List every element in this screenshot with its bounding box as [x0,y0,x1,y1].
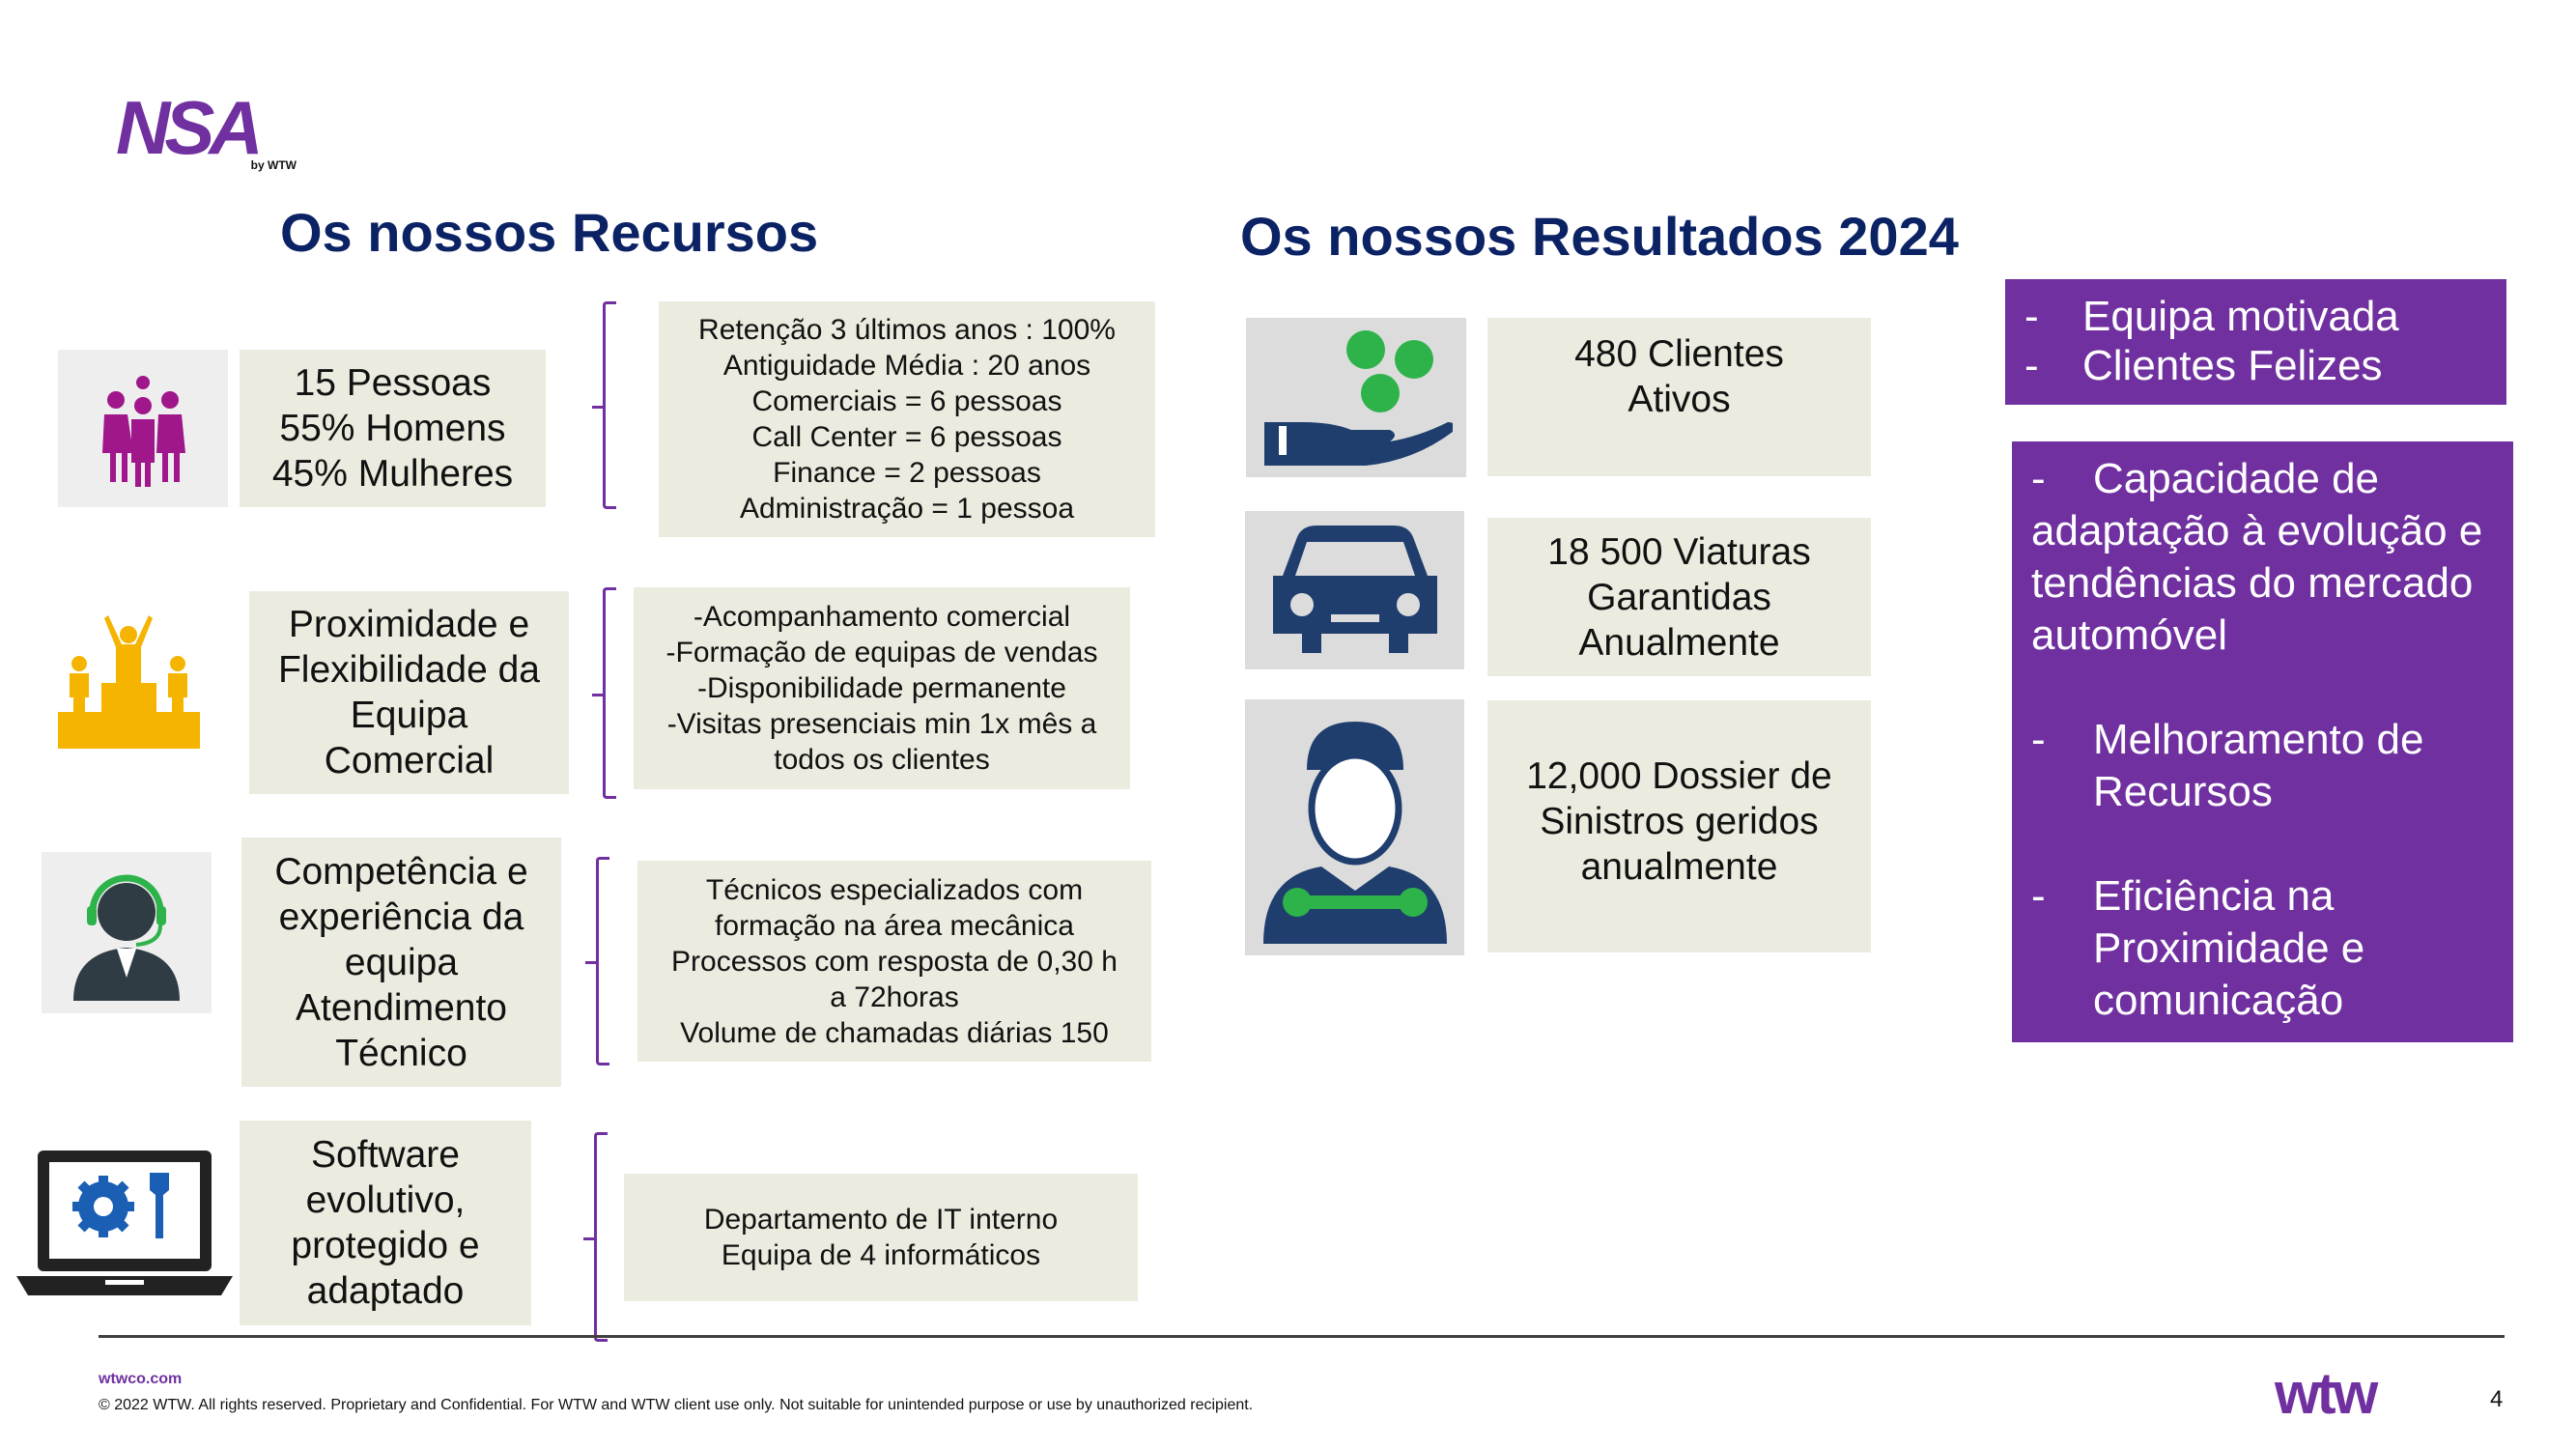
footer-copyright: © 2022 WTW. All rights reserved. Proprie… [99,1397,1254,1413]
highlights-box-2: - Capacidade de adaptação à evolução e te… [2012,441,2513,1042]
nsa-logo: NSA by WTW [116,85,297,172]
highlight-item: - Capacidade de adaptação à evolução e te… [2031,455,2483,659]
result-clients: 480 Clientes Ativos [1487,318,1871,476]
hand-coins-icon [1246,318,1466,477]
people-group-icon [58,350,228,507]
team-podium-icon [58,615,200,749]
footer-site-link[interactable]: wtwco.com [99,1371,183,1387]
highlight-item: - Melhoramento de Recursos [2031,716,2424,815]
highlight-item: - Eficiência na Proximidade e comunicação [2031,872,2365,1024]
highlight-item: - Equipa motivada [2024,293,2399,340]
resource-label: Competência e experiência da equipa Aten… [241,838,561,1087]
resource-label: Software evolutivo, protegido e adaptado [240,1121,531,1325]
bracket [585,857,609,1065]
highlights-box-1: - Equipa motivada - Clientes Felizes [2005,279,2506,405]
bracket [592,587,616,799]
resource-details: -Acompanhamento comercial -Formação de e… [634,587,1130,789]
resource-details: Técnicos especializados com formação na … [637,861,1151,1062]
bracket [592,301,616,509]
wtw-logo: wtw [2275,1361,2378,1426]
highlight-item: - Clientes Felizes [2024,342,2383,389]
laptop-settings-icon [16,1149,233,1298]
result-claims: 12,000 Dossier de Sinistros geridos anua… [1487,700,1871,952]
result-vehicles: 18 500 Viaturas Garantidas Anualmente [1487,518,1871,676]
resource-details: Retenção 3 últimos anos : 100% Antiguida… [659,301,1155,537]
resource-label: 15 Pessoas 55% Homens 45% Mulheres [240,350,546,507]
results-title: Os nossos Resultados 2024 [1240,206,1959,267]
headset-agent-icon [42,852,212,1013]
resource-label: Proximidade e Flexibilidade da Equipa Co… [249,591,569,794]
car-icon [1245,511,1464,669]
resources-title: Os nossos Recursos [280,202,819,263]
resource-details: Departamento de IT interno Equipa de 4 i… [624,1174,1138,1301]
footer-divider [99,1335,2505,1338]
page-number: 4 [2490,1386,2504,1412]
mechanic-icon [1245,699,1464,955]
bracket [583,1132,608,1342]
